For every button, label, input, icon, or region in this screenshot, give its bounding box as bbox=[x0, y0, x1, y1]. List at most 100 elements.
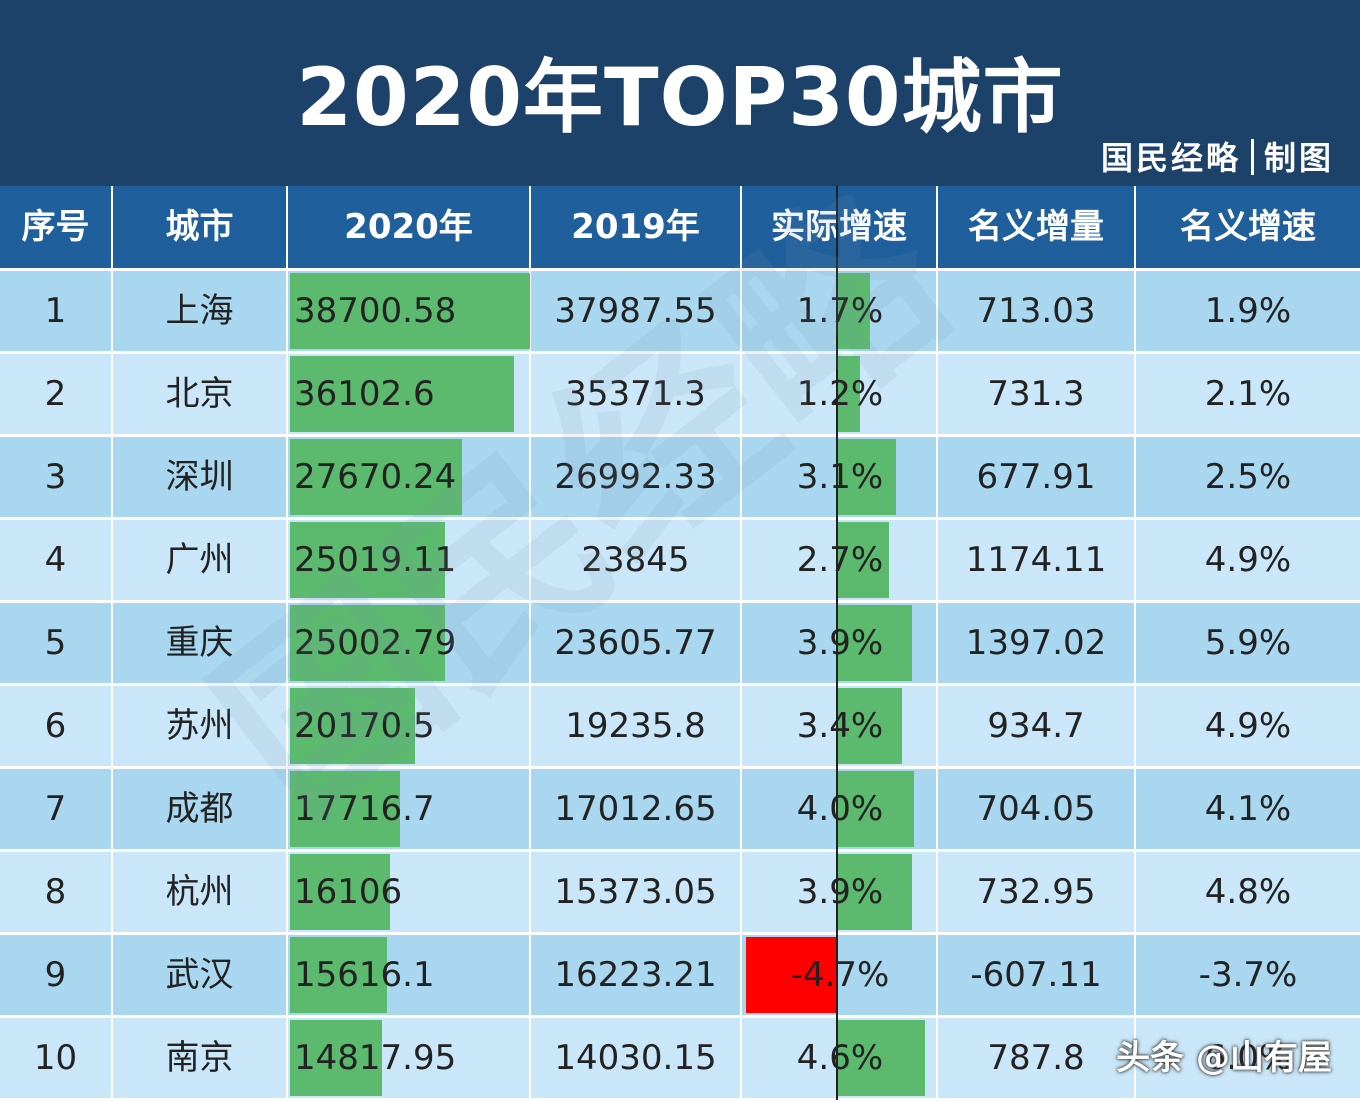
bar-real-growth bbox=[746, 937, 836, 1013]
cell-nominal-growth: 4.8% bbox=[1204, 872, 1292, 912]
table-row[interactable]: 6 苏州 20170.5 19235.8 3.4% 934.7 4.9% bbox=[0, 686, 1360, 769]
bar-2020 bbox=[290, 937, 387, 1013]
cell-nominal-growth: 4.9% bbox=[1204, 706, 1292, 746]
cell-2020: 27670.24 bbox=[288, 437, 531, 517]
header-nominal-growth[interactable]: 名义增速 bbox=[1180, 207, 1316, 247]
growth-zero-axis bbox=[836, 186, 838, 1100]
value-real-growth: 3.9% bbox=[796, 623, 884, 663]
bar-real-growth bbox=[837, 688, 902, 764]
cell-nominal-increase: 732.95 bbox=[938, 852, 1136, 932]
bar-2020 bbox=[290, 1020, 382, 1096]
value-real-growth: 3.9% bbox=[796, 872, 884, 912]
cell-real-growth bbox=[742, 354, 938, 434]
cell-city: 武汉 bbox=[113, 935, 288, 1015]
credit-label: 国民经略 制图 bbox=[1101, 136, 1334, 180]
table-row[interactable]: 1 上海 38700.58 37987.55 1.7% 713.03 1.9% bbox=[0, 271, 1360, 354]
table-body: 1 上海 38700.58 37987.55 1.7% 713.03 1.9% 2 北京 3610… bbox=[0, 271, 1360, 1101]
cell-2020: 36102.6 bbox=[288, 354, 531, 434]
table-row[interactable]: 5 重庆 25002.79 23605.77 3.9% 1397.02 5.9% bbox=[0, 603, 1360, 686]
value-2020: 36102.6 bbox=[294, 374, 435, 414]
value-real-growth: 1.2% bbox=[796, 374, 884, 414]
table-row[interactable]: 10 南京 14817.95 14030.15 4.6% 787.8 6.0% bbox=[0, 1018, 1360, 1101]
cell-nominal-growth: 4.1% bbox=[1204, 789, 1292, 829]
cell-2019: 23845 bbox=[531, 520, 742, 600]
cell-city: 广州 bbox=[113, 520, 288, 600]
cell-2020: 16106 bbox=[288, 852, 531, 932]
cell-real-growth bbox=[742, 852, 938, 932]
cell-rank: 10 bbox=[0, 1018, 113, 1098]
cell-city: 上海 bbox=[113, 271, 288, 351]
cell-2020: 17716.7 bbox=[288, 769, 531, 849]
bar-2020 bbox=[290, 605, 445, 681]
cell-2019: 14030.15 bbox=[531, 1018, 742, 1098]
cell-nominal-growth: 2.5% bbox=[1204, 457, 1292, 497]
cell-nominal-growth: 5.9% bbox=[1204, 623, 1292, 663]
table-row[interactable]: 7 成都 17716.7 17012.65 4.0% 704.05 4.1% bbox=[0, 769, 1360, 852]
cell-rank: 3 bbox=[0, 437, 113, 517]
cell-nominal-increase: 934.7 bbox=[938, 686, 1136, 766]
header-nominal-increase[interactable]: 名义增量 bbox=[938, 186, 1136, 268]
credit-role: 制图 bbox=[1263, 139, 1334, 177]
cell-2020: 15616.1 bbox=[288, 935, 531, 1015]
cell-nominal-increase: 731.3 bbox=[938, 354, 1136, 434]
cell-2020: 25002.79 bbox=[288, 603, 531, 683]
value-2020: 38700.58 bbox=[294, 291, 457, 331]
cell-real-growth bbox=[742, 686, 938, 766]
cell-2019: 37987.55 bbox=[531, 271, 742, 351]
cell-nominal-increase: 1174.11 bbox=[938, 520, 1136, 600]
cell-nominal-increase: -607.11 bbox=[938, 935, 1136, 1015]
cell-rank: 2 bbox=[0, 354, 113, 434]
cell-city: 深圳 bbox=[113, 437, 288, 517]
value-2020: 25002.79 bbox=[294, 623, 457, 663]
source-watermark: 头条 @山有屋 bbox=[1116, 1038, 1332, 1078]
header-city[interactable]: 城市 bbox=[113, 186, 288, 268]
cell-city: 南京 bbox=[113, 1018, 288, 1098]
header-rank[interactable]: 序号 bbox=[0, 186, 113, 268]
value-2020: 20170.5 bbox=[294, 706, 435, 746]
title-banner: 2020年TOP30城市 国民经略 制图 bbox=[0, 0, 1360, 186]
cell-2019: 26992.33 bbox=[531, 437, 742, 517]
value-real-growth: -4.7% bbox=[790, 955, 890, 995]
cell-nominal-increase: 704.05 bbox=[938, 769, 1136, 849]
bar-2020 bbox=[290, 771, 400, 847]
cell-2020: 14817.95 bbox=[288, 1018, 531, 1098]
value-2020: 15616.1 bbox=[294, 955, 435, 995]
header-real-growth[interactable]: 实际增速 bbox=[742, 186, 938, 268]
cell-nominal-growth: 1.9% bbox=[1204, 291, 1292, 331]
table-row[interactable]: 9 武汉 15616.1 16223.21 -4.7% -607.11 -3.7% bbox=[0, 935, 1360, 1018]
table-row[interactable]: 2 北京 36102.6 35371.3 1.2% 731.3 2.1% bbox=[0, 354, 1360, 437]
value-2020: 16106 bbox=[294, 872, 403, 912]
bar-real-growth bbox=[837, 605, 912, 681]
cell-rank: 9 bbox=[0, 935, 113, 1015]
bar-real-growth bbox=[837, 439, 896, 515]
cell-2019: 19235.8 bbox=[531, 686, 742, 766]
value-2020: 25019.11 bbox=[294, 540, 457, 580]
cell-nominal-increase: 713.03 bbox=[938, 271, 1136, 351]
value-2020: 27670.24 bbox=[294, 457, 457, 497]
header-2019[interactable]: 2019年 bbox=[531, 186, 742, 268]
cell-2020: 20170.5 bbox=[288, 686, 531, 766]
cell-2019: 15373.05 bbox=[531, 852, 742, 932]
cell-rank: 7 bbox=[0, 769, 113, 849]
value-2020: 17716.7 bbox=[294, 789, 435, 829]
table-row[interactable]: 8 杭州 16106 15373.05 3.9% 732.95 4.8% bbox=[0, 852, 1360, 935]
value-real-growth: 4.6% bbox=[796, 1038, 884, 1078]
bar-real-growth bbox=[837, 854, 912, 930]
cell-rank: 8 bbox=[0, 852, 113, 932]
header-2020[interactable]: 2020年 bbox=[288, 186, 531, 268]
cell-rank: 6 bbox=[0, 686, 113, 766]
credit-author: 国民经略 bbox=[1100, 139, 1241, 177]
data-table: 序号 城市 2020年 2019年 实际增速 名义增量 名义增速 1 上海 3870… bbox=[0, 186, 1360, 1101]
value-2020: 14817.95 bbox=[294, 1038, 457, 1078]
table-row[interactable]: 3 深圳 27670.24 26992.33 3.1% 677.91 2.5% bbox=[0, 437, 1360, 520]
cell-real-growth bbox=[742, 1018, 938, 1098]
cell-2020: 38700.58 bbox=[288, 271, 531, 351]
value-real-growth: 1.7% bbox=[796, 291, 884, 331]
cell-city: 成都 bbox=[113, 769, 288, 849]
cell-2019: 23605.77 bbox=[531, 603, 742, 683]
table-row[interactable]: 4 广州 25019.11 23845 2.7% 1174.11 4.9% bbox=[0, 520, 1360, 603]
bar-real-growth bbox=[837, 356, 860, 432]
bar-2020 bbox=[290, 854, 390, 930]
cell-city: 苏州 bbox=[113, 686, 288, 766]
bar-2020 bbox=[290, 356, 514, 432]
